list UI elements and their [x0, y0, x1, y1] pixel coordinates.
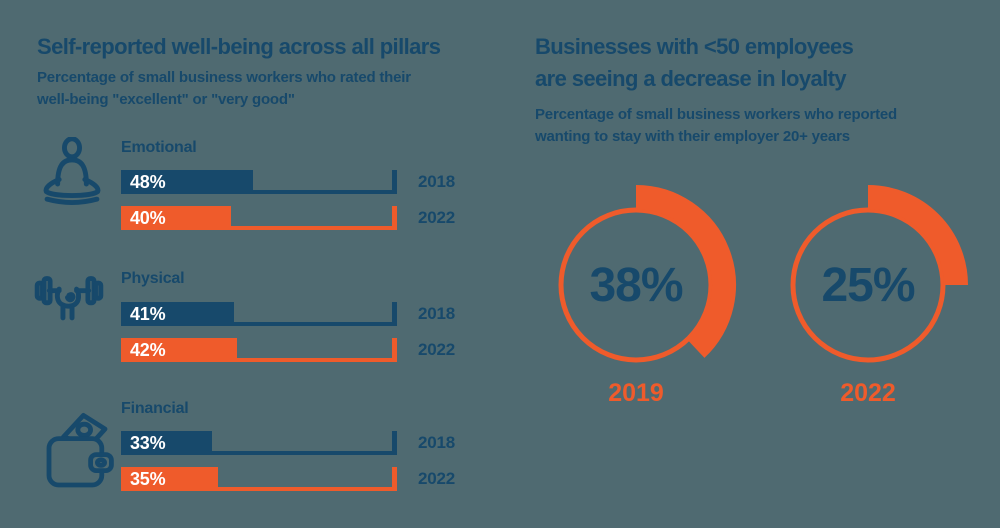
bar-row-physical-2022: 42% 2022 — [121, 338, 455, 362]
donut-ring — [790, 207, 946, 363]
bar-track: 42% — [121, 338, 397, 362]
bar-track-baseline — [121, 487, 397, 491]
bar-year-label: 2018 — [418, 304, 456, 323]
bar-track-endcap — [392, 338, 397, 362]
donut-chart-2022: 25% 2022 — [768, 185, 968, 407]
bar-track: 41% — [121, 302, 397, 326]
left-chart-subtitle: Percentage of small business workers who… — [37, 67, 411, 110]
bar-track-endcap — [392, 170, 397, 194]
bar-value-label: 33% — [130, 432, 166, 453]
bar-value-label: 40% — [130, 207, 166, 228]
bar-fill: 33% — [121, 431, 213, 455]
bar-fill: 42% — [121, 338, 237, 362]
donut-year-label: 2022 — [840, 379, 896, 407]
bar-track-baseline — [121, 190, 397, 194]
donut-value-label: 38% — [589, 258, 683, 312]
left-chart-subtitle-line2: well-being "excellent" or "very good" — [37, 90, 295, 108]
bar-track-baseline — [121, 226, 397, 230]
bar-year-label: 2022 — [418, 340, 456, 359]
donut-arc — [867, 185, 968, 286]
bar-row-physical-2018: 41% 2018 — [121, 302, 455, 326]
bar-row-emotional-2022: 40% 2022 — [121, 206, 455, 230]
left-chart-subtitle-line1: Percentage of small business workers who… — [37, 69, 411, 86]
bar-track-baseline — [121, 358, 397, 362]
right-chart-subtitle-line1: Percentage of small business workers who… — [535, 106, 897, 123]
bar-fill: 41% — [121, 302, 235, 326]
bar-value-label: 35% — [130, 468, 166, 489]
bar-track-endcap — [392, 302, 397, 326]
right-chart-subtitle: Percentage of small business workers who… — [535, 104, 897, 147]
group-label-financial: Financial — [121, 400, 189, 417]
donut-ring — [558, 207, 714, 363]
bar-track-baseline — [121, 322, 397, 326]
bar-track-endcap — [392, 206, 397, 230]
bar-track-endcap — [392, 467, 397, 491]
donut-chart-2019: 38% 2019 — [536, 185, 736, 407]
bar-row-financial-2018: 33% 2018 — [121, 431, 455, 455]
left-chart-title: Self-reported well-being across all pill… — [37, 34, 441, 59]
bar-year-label: 2022 — [418, 208, 456, 227]
bar-row-emotional-2018: 48% 2018 — [121, 170, 455, 194]
bar-value-label: 42% — [130, 339, 166, 360]
group-label-physical: Physical — [121, 270, 185, 287]
right-chart-title-line2: are seeing a decrease in loyalty — [535, 66, 847, 91]
donut-value-label: 25% — [821, 258, 915, 312]
bar-row-financial-2022: 35% 2022 — [121, 467, 455, 491]
right-chart-title-line1: Businesses with <50 employees — [535, 34, 854, 59]
wallet-money-icon — [41, 403, 121, 495]
meditation-icon — [38, 137, 106, 213]
donut-arc — [635, 185, 736, 358]
bar-fill: 40% — [121, 206, 232, 230]
bar-fill: 48% — [121, 170, 254, 194]
bar-track: 48% — [121, 170, 397, 194]
bar-fill: 35% — [121, 467, 218, 491]
bar-value-label: 48% — [130, 171, 166, 192]
right-chart-subtitle-line2: wanting to stay with their employer 20+ … — [535, 127, 850, 145]
bar-year-label: 2018 — [418, 172, 456, 191]
donut-year-label: 2019 — [608, 379, 664, 407]
bar-track: 33% — [121, 431, 397, 455]
bar-track: 35% — [121, 467, 397, 491]
dumbbell-hand-icon — [31, 274, 107, 327]
group-label-emotional: Emotional — [121, 139, 197, 156]
bar-track: 40% — [121, 206, 397, 230]
bar-track-endcap — [392, 431, 397, 455]
bar-year-label: 2022 — [418, 469, 456, 488]
bar-year-label: 2018 — [418, 433, 456, 452]
bar-track-baseline — [121, 451, 397, 455]
bar-value-label: 41% — [130, 303, 166, 324]
